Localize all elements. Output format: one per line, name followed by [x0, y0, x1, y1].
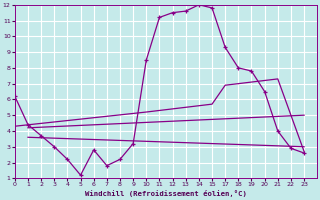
X-axis label: Windchill (Refroidissement éolien,°C): Windchill (Refroidissement éolien,°C): [85, 190, 247, 197]
